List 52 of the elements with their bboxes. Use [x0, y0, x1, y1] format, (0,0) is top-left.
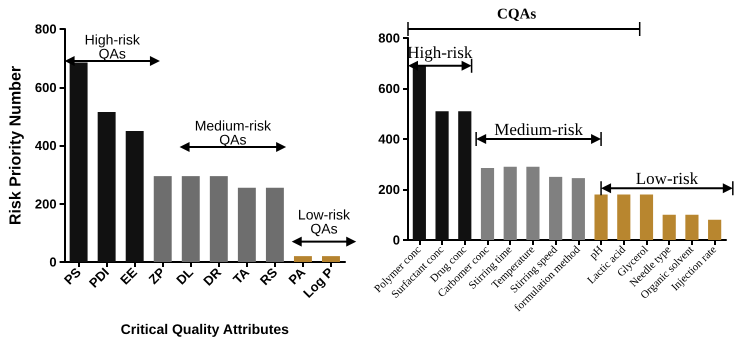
- bar: [549, 176, 562, 240]
- y-axis-title: Risk Priority Number: [8, 66, 24, 226]
- y-tick-label: 200: [378, 182, 400, 197]
- x-tick-label: ZP: [146, 264, 168, 288]
- bar: [662, 214, 676, 240]
- y-tick-label: 800: [378, 30, 400, 46]
- bar: [435, 111, 449, 240]
- bar: [98, 112, 116, 262]
- bar: [182, 176, 200, 262]
- bar: [708, 220, 722, 240]
- y-tick-label: 800: [34, 22, 57, 36]
- annotation: High-risk: [407, 42, 473, 62]
- x-tick-label: TA: [230, 264, 253, 287]
- bar: [572, 178, 585, 240]
- bar: [412, 66, 426, 240]
- bar: [685, 214, 699, 240]
- chart-title: CQAs: [497, 6, 536, 22]
- x-tick-label: pH: [587, 244, 606, 262]
- annotation: Medium-risk: [494, 120, 584, 139]
- y-tick-label: 400: [34, 138, 57, 153]
- x-axis-title: Critical Quality Attributes: [120, 321, 290, 337]
- bar: [126, 130, 144, 262]
- x-tick-label: PS: [61, 264, 84, 288]
- bar: [594, 194, 608, 240]
- annotation: Low-risk: [636, 169, 699, 188]
- bar: [210, 176, 228, 262]
- y-tick-label: 600: [34, 80, 57, 95]
- x-tick-label: EE: [117, 264, 140, 288]
- annotation: High-risk QAs: [84, 32, 141, 62]
- x-tick-label: PDI: [86, 264, 112, 291]
- y-tick-label: 600: [378, 81, 400, 96]
- x-tick-label: DL: [173, 264, 196, 288]
- x-tick-label: DR: [200, 264, 225, 289]
- bar: [480, 168, 494, 240]
- y-tick-label: 400: [378, 132, 400, 146]
- bar: [458, 111, 472, 240]
- bar: [617, 194, 630, 240]
- bar: [266, 188, 284, 262]
- bar: [504, 166, 517, 240]
- annotation: Medium-risk QAs: [194, 118, 272, 148]
- annotation: Low-risk QAs: [298, 206, 352, 236]
- y-tick-label: 0: [392, 232, 400, 248]
- bar: [640, 194, 654, 240]
- bar: [154, 176, 172, 262]
- y-tick-label: 0: [49, 254, 57, 270]
- bar: [526, 166, 540, 240]
- bar: [322, 256, 340, 262]
- y-tick-label: 200: [34, 196, 57, 212]
- bar: [70, 62, 88, 262]
- bar: [238, 188, 256, 262]
- x-tick-label: RS: [256, 264, 280, 288]
- bar: [294, 256, 312, 262]
